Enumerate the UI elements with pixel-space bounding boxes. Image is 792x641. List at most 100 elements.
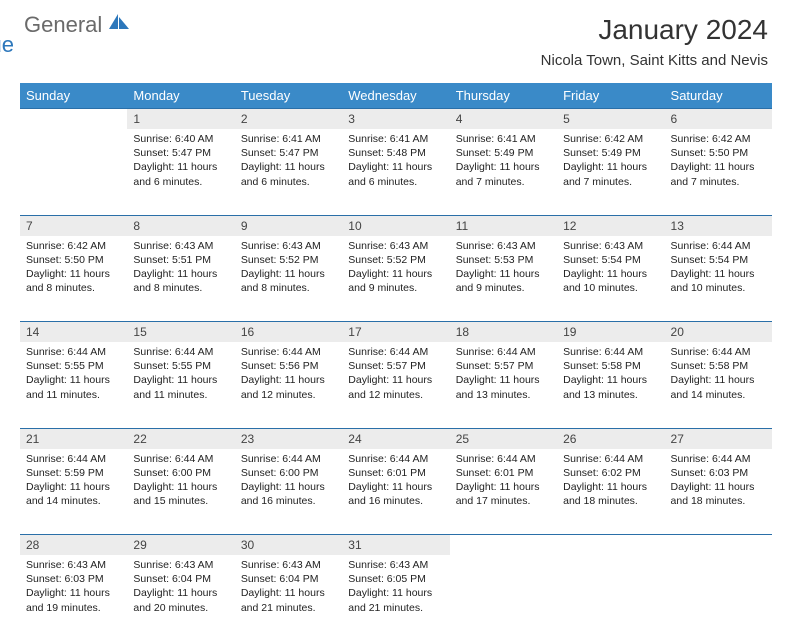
day-body-cell: Sunrise: 6:44 AMSunset: 6:00 PMDaylight:… [127, 449, 234, 535]
day-details: Sunrise: 6:44 AMSunset: 6:00 PMDaylight:… [127, 449, 234, 513]
day-details: Sunrise: 6:44 AMSunset: 5:55 PMDaylight:… [20, 342, 127, 406]
page-title: January 2024 [541, 14, 768, 46]
day-number: 12 [557, 216, 664, 236]
day-body-cell [557, 555, 664, 641]
day-number-cell: 15 [127, 322, 234, 343]
day-body-cell: Sunrise: 6:43 AMSunset: 5:53 PMDaylight:… [450, 236, 557, 322]
day-number: 30 [235, 535, 342, 555]
day-body-cell: Sunrise: 6:43 AMSunset: 6:04 PMDaylight:… [127, 555, 234, 641]
day-number: 7 [20, 216, 127, 236]
day-number-cell: 4 [450, 109, 557, 130]
day-number: 22 [127, 429, 234, 449]
day-number: 2 [235, 109, 342, 129]
day-details: Sunrise: 6:43 AMSunset: 5:52 PMDaylight:… [235, 236, 342, 300]
day-number-cell: 10 [342, 215, 449, 236]
day-number-cell: 5 [557, 109, 664, 130]
day-number: 1 [127, 109, 234, 129]
day-body-cell: Sunrise: 6:41 AMSunset: 5:49 PMDaylight:… [450, 129, 557, 215]
day-details: Sunrise: 6:43 AMSunset: 6:03 PMDaylight:… [20, 555, 127, 619]
day-details: Sunrise: 6:42 AMSunset: 5:50 PMDaylight:… [665, 129, 772, 193]
day-number: 25 [450, 429, 557, 449]
day-number-cell: 14 [20, 322, 127, 343]
day-number: 28 [20, 535, 127, 555]
day-number-cell: 6 [665, 109, 772, 130]
day-details: Sunrise: 6:43 AMSunset: 5:51 PMDaylight:… [127, 236, 234, 300]
day-number: 6 [665, 109, 772, 129]
day-details: Sunrise: 6:44 AMSunset: 5:58 PMDaylight:… [665, 342, 772, 406]
day-number-cell [665, 535, 772, 556]
day-number-cell: 17 [342, 322, 449, 343]
day-body-cell: Sunrise: 6:44 AMSunset: 6:03 PMDaylight:… [665, 449, 772, 535]
day-body-cell: Sunrise: 6:43 AMSunset: 5:52 PMDaylight:… [235, 236, 342, 322]
day-number: 24 [342, 429, 449, 449]
day-details: Sunrise: 6:44 AMSunset: 5:54 PMDaylight:… [665, 236, 772, 300]
day-body-cell: Sunrise: 6:41 AMSunset: 5:47 PMDaylight:… [235, 129, 342, 215]
day-details: Sunrise: 6:43 AMSunset: 6:04 PMDaylight:… [127, 555, 234, 619]
day-details: Sunrise: 6:44 AMSunset: 5:55 PMDaylight:… [127, 342, 234, 406]
day-number: 5 [557, 109, 664, 129]
day-body-cell [665, 555, 772, 641]
sail-icon [109, 14, 131, 35]
week-number-row: 21222324252627 [20, 428, 772, 449]
day-details: Sunrise: 6:44 AMSunset: 6:00 PMDaylight:… [235, 449, 342, 513]
day-number-cell: 24 [342, 428, 449, 449]
day-number: 17 [342, 322, 449, 342]
day-details: Sunrise: 6:41 AMSunset: 5:48 PMDaylight:… [342, 129, 449, 193]
day-number-cell: 3 [342, 109, 449, 130]
day-details: Sunrise: 6:44 AMSunset: 5:56 PMDaylight:… [235, 342, 342, 406]
day-details: Sunrise: 6:44 AMSunset: 5:57 PMDaylight:… [450, 342, 557, 406]
day-number-cell: 19 [557, 322, 664, 343]
day-number: 18 [450, 322, 557, 342]
day-body-cell: Sunrise: 6:44 AMSunset: 5:55 PMDaylight:… [20, 342, 127, 428]
day-header: Tuesday [235, 83, 342, 109]
day-number-cell: 7 [20, 215, 127, 236]
week-body-row: Sunrise: 6:44 AMSunset: 5:55 PMDaylight:… [20, 342, 772, 428]
day-number-cell: 30 [235, 535, 342, 556]
day-number: 29 [127, 535, 234, 555]
day-number-cell: 1 [127, 109, 234, 130]
day-number-cell: 2 [235, 109, 342, 130]
page-subtitle: Nicola Town, Saint Kitts and Nevis [541, 52, 768, 69]
week-number-row: 78910111213 [20, 215, 772, 236]
day-body-cell: Sunrise: 6:44 AMSunset: 6:02 PMDaylight:… [557, 449, 664, 535]
day-number: 14 [20, 322, 127, 342]
day-body-cell: Sunrise: 6:43 AMSunset: 5:54 PMDaylight:… [557, 236, 664, 322]
day-body-cell: Sunrise: 6:44 AMSunset: 5:57 PMDaylight:… [450, 342, 557, 428]
day-body-cell: Sunrise: 6:44 AMSunset: 5:57 PMDaylight:… [342, 342, 449, 428]
day-details: Sunrise: 6:41 AMSunset: 5:49 PMDaylight:… [450, 129, 557, 193]
day-details: Sunrise: 6:44 AMSunset: 6:01 PMDaylight:… [342, 449, 449, 513]
day-body-cell: Sunrise: 6:42 AMSunset: 5:50 PMDaylight:… [665, 129, 772, 215]
day-number: 20 [665, 322, 772, 342]
logo-word-2: Blue [0, 32, 14, 57]
day-number-cell: 28 [20, 535, 127, 556]
day-number: 11 [450, 216, 557, 236]
day-body-cell: Sunrise: 6:44 AMSunset: 6:00 PMDaylight:… [235, 449, 342, 535]
day-details: Sunrise: 6:43 AMSunset: 6:04 PMDaylight:… [235, 555, 342, 619]
day-number: 16 [235, 322, 342, 342]
week-number-row: 14151617181920 [20, 322, 772, 343]
day-number-cell: 27 [665, 428, 772, 449]
day-body-cell [450, 555, 557, 641]
day-number: 31 [342, 535, 449, 555]
day-details: Sunrise: 6:40 AMSunset: 5:47 PMDaylight:… [127, 129, 234, 193]
day-details: Sunrise: 6:41 AMSunset: 5:47 PMDaylight:… [235, 129, 342, 193]
day-number-cell: 8 [127, 215, 234, 236]
day-header: Monday [127, 83, 234, 109]
day-details: Sunrise: 6:43 AMSunset: 5:54 PMDaylight:… [557, 236, 664, 300]
day-details: Sunrise: 6:42 AMSunset: 5:49 PMDaylight:… [557, 129, 664, 193]
day-number-cell: 23 [235, 428, 342, 449]
logo: General Blue [24, 14, 131, 56]
logo-word-1: General [24, 12, 102, 37]
week-body-row: Sunrise: 6:43 AMSunset: 6:03 PMDaylight:… [20, 555, 772, 641]
day-details: Sunrise: 6:44 AMSunset: 6:02 PMDaylight:… [557, 449, 664, 513]
day-number-cell: 13 [665, 215, 772, 236]
day-header: Wednesday [342, 83, 449, 109]
day-number-cell [450, 535, 557, 556]
day-body-cell: Sunrise: 6:44 AMSunset: 5:56 PMDaylight:… [235, 342, 342, 428]
week-number-row: 28293031 [20, 535, 772, 556]
day-number-cell [557, 535, 664, 556]
day-number: 15 [127, 322, 234, 342]
day-header: Saturday [665, 83, 772, 109]
day-number-cell: 11 [450, 215, 557, 236]
day-details: Sunrise: 6:44 AMSunset: 6:03 PMDaylight:… [665, 449, 772, 513]
